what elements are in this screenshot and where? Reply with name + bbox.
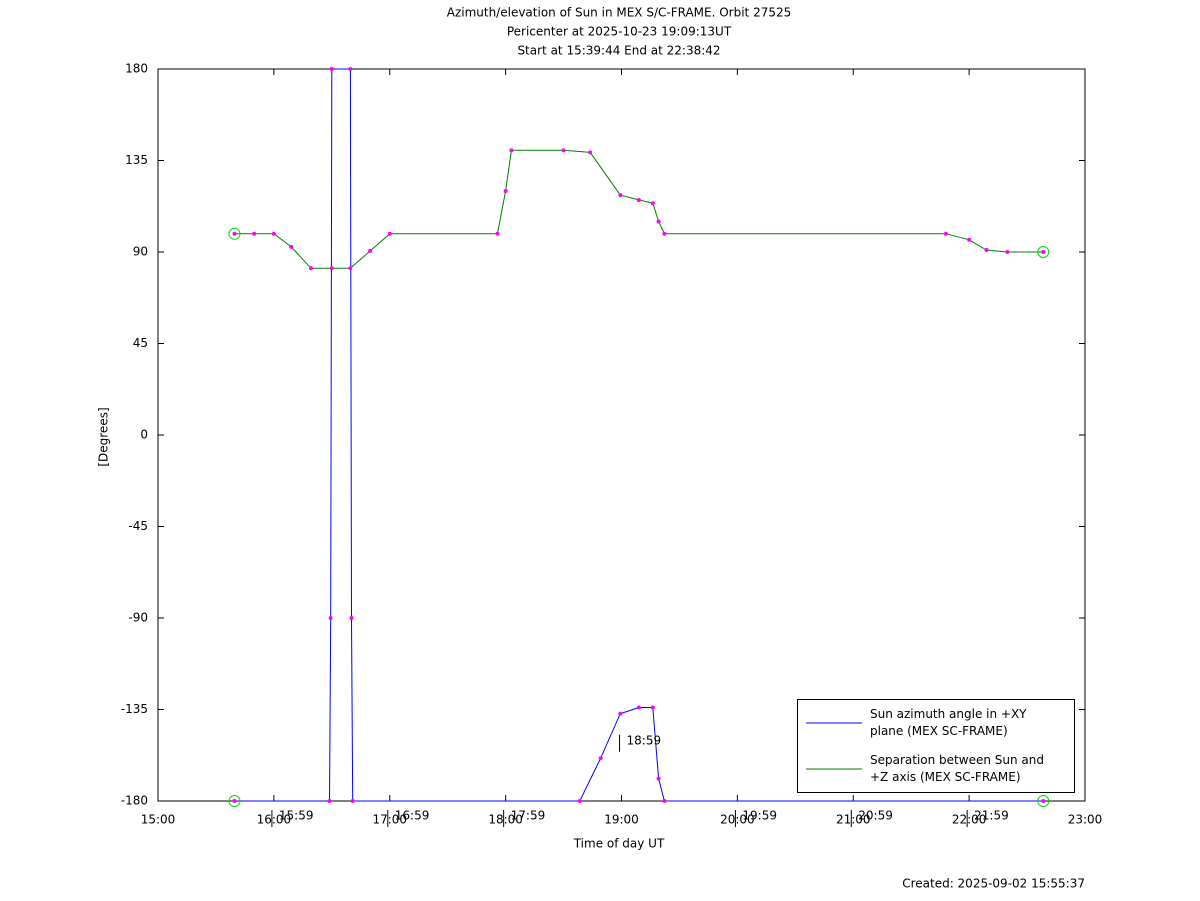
point-marker xyxy=(656,776,661,781)
point-marker xyxy=(588,150,593,155)
point-marker xyxy=(348,67,353,71)
point-marker xyxy=(328,616,333,620)
y-axis-label: [Degrees] xyxy=(97,407,111,466)
y-tick-label: -180 xyxy=(121,794,148,808)
x-tick-label: 21:00 xyxy=(836,813,871,827)
x-tick-label: 20:00 xyxy=(720,813,755,827)
y-tick-label: 135 xyxy=(125,153,148,167)
chart-title: Azimuth/elevation of Sun in MEX S/C-FRAM… xyxy=(447,6,792,20)
point-marker xyxy=(232,799,237,803)
annotation-label: 21:59 xyxy=(974,809,1009,823)
y-tick-label: 0 xyxy=(140,428,148,442)
end-marker xyxy=(1037,246,1050,258)
y-tick-label: 180 xyxy=(125,62,148,76)
point-marker xyxy=(509,148,514,153)
point-marker xyxy=(327,799,332,803)
point-marker xyxy=(967,237,972,242)
point-marker xyxy=(561,148,566,153)
x-tick-label: 19:00 xyxy=(604,813,639,827)
point-marker xyxy=(943,231,948,236)
annotation-label: 20:59 xyxy=(858,809,893,823)
chart-subtitle: Start at 15:39:44 End at 22:38:42 xyxy=(517,44,720,58)
x-tick-label: 18:00 xyxy=(488,813,523,827)
end-marker xyxy=(228,227,241,240)
legend: Sun azimuth angle in +XY plane (MEX SC-F… xyxy=(797,699,1075,793)
annotation-label: 17:59 xyxy=(511,809,546,823)
legend-swatch xyxy=(806,768,862,770)
x-tick-label: 16:00 xyxy=(257,813,292,827)
end-marker xyxy=(228,795,241,807)
point-marker xyxy=(348,266,353,271)
x-tick-label: 17:00 xyxy=(372,813,407,827)
footer: Created: 2025-09-02 15:55:37 xyxy=(902,877,1085,891)
chart-subtitle: Pericenter at 2025-10-23 19:09:13UT xyxy=(507,25,732,39)
point-marker xyxy=(1005,250,1010,254)
x-tick-label: 22:00 xyxy=(952,813,987,827)
y-tick-label: -90 xyxy=(128,611,148,625)
y-tick-label: -135 xyxy=(121,702,148,716)
legend-entry: Separation between Sun and +Z axis (MEX … xyxy=(806,752,1060,786)
point-marker xyxy=(329,266,334,271)
point-marker xyxy=(984,247,989,252)
series-line xyxy=(234,149,1044,269)
point-marker xyxy=(636,197,641,202)
point-marker xyxy=(495,231,500,236)
point-marker xyxy=(618,193,623,198)
point-marker xyxy=(618,711,623,716)
legend-entry: Sun azimuth angle in +XY plane (MEX SC-F… xyxy=(806,706,1060,740)
legend-label: Sun azimuth angle in +XY plane (MEX SC-F… xyxy=(870,707,1027,738)
point-marker xyxy=(598,756,603,761)
point-marker xyxy=(271,231,276,236)
point-marker xyxy=(1041,250,1046,254)
series-line xyxy=(234,68,1044,802)
point-marker xyxy=(350,799,355,803)
end-marker xyxy=(1037,795,1050,807)
point-marker xyxy=(650,201,655,206)
point-marker xyxy=(329,67,334,71)
y-tick-label: 90 xyxy=(133,245,148,259)
point-marker xyxy=(387,231,392,236)
point-marker xyxy=(232,231,237,236)
point-marker xyxy=(308,266,313,271)
point-marker xyxy=(662,231,667,236)
y-tick-label: -45 xyxy=(128,519,148,533)
legend-label: Separation between Sun and +Z axis (MEX … xyxy=(870,753,1044,784)
point-marker xyxy=(289,244,294,249)
y-tick-label: 45 xyxy=(133,336,148,350)
annotation-label: 15:59 xyxy=(279,809,314,823)
point-marker xyxy=(662,799,667,803)
x-tick-label: 23:00 xyxy=(1068,813,1103,827)
point-marker xyxy=(503,189,508,193)
point-marker xyxy=(349,616,354,620)
point-marker xyxy=(577,799,582,803)
annotation-label: 19:59 xyxy=(742,809,777,823)
point-marker xyxy=(252,231,257,236)
annotation-label: 16:59 xyxy=(395,809,430,823)
point-marker xyxy=(1041,799,1046,803)
x-axis-label: Time of day UT xyxy=(573,837,665,851)
plot-frame xyxy=(157,68,1086,802)
point-marker xyxy=(636,705,641,710)
x-tick-label: 15:00 xyxy=(141,813,176,827)
legend-swatch xyxy=(806,722,862,724)
point-marker xyxy=(650,705,655,710)
point-marker xyxy=(368,248,373,253)
point-marker xyxy=(656,219,661,224)
annotation-label: 18:59 xyxy=(627,733,662,747)
